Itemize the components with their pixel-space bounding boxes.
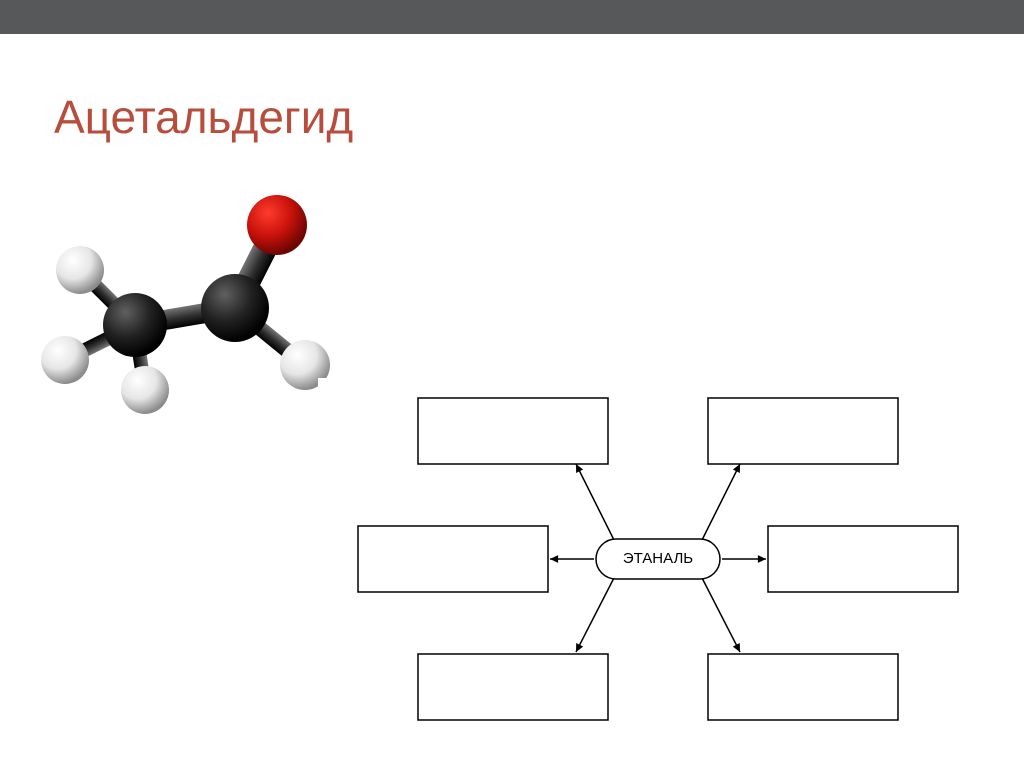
diagram-box-mid-left [358, 526, 548, 592]
top-bar [0, 0, 1024, 34]
diagram-center-label: ЭТАНАЛЬ [623, 550, 693, 567]
page-title: Ацетальдегид [54, 90, 353, 144]
molecule-model [25, 170, 345, 420]
diagram-box-top-left [418, 398, 608, 464]
concept-diagram: ЭТАНАЛЬ [318, 378, 998, 740]
diagram-box-bottom-left [418, 654, 608, 720]
diagram-box-top-right [708, 398, 898, 464]
diagram-box-mid-right [768, 526, 958, 592]
diagram-box-bottom-right [708, 654, 898, 720]
